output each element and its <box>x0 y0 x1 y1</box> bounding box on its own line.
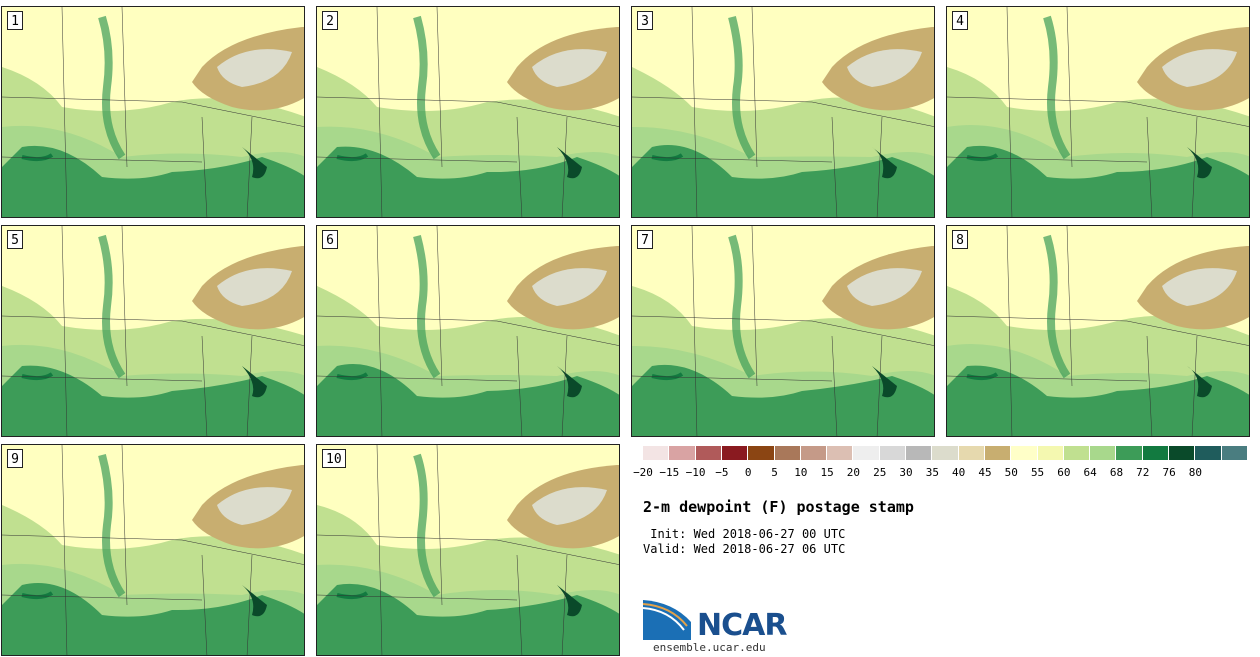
map-panel-10: 10 <box>316 444 620 656</box>
panel-number: 2 <box>322 11 338 30</box>
colorbar-label: 50 <box>1004 466 1018 479</box>
colorbar-segment <box>879 446 907 460</box>
map-panel-3: 3 <box>631 6 935 218</box>
colorbar-segment <box>1063 446 1091 460</box>
colorbar-segment <box>695 446 722 460</box>
colorbar-segment <box>669 446 696 460</box>
colorbar-segment <box>1116 446 1143 460</box>
map-panel-1: 1 <box>1 6 305 218</box>
colorbar-label: −20 <box>633 466 653 479</box>
colorbar-segment <box>774 446 801 460</box>
colorbar-segment <box>958 446 985 460</box>
map-panel-7: 7 <box>631 225 935 437</box>
colorbar-label: 60 <box>1057 466 1071 479</box>
colorbar-label: 45 <box>978 466 992 479</box>
colorbar-label: 15 <box>820 466 834 479</box>
colorbar-segment <box>906 446 933 460</box>
panel-number: 4 <box>952 11 968 30</box>
valid-time: Valid: Wed 2018-06-27 06 UTC <box>643 542 846 556</box>
map-panel-9: 9 <box>1 444 305 656</box>
colorbar-label: −5 <box>715 466 729 479</box>
colorbar-segment <box>1011 446 1038 460</box>
panel-number: 1 <box>7 11 23 30</box>
colorbar-label: 0 <box>744 466 752 479</box>
colorbar-label: −15 <box>659 466 680 479</box>
ncar-logo-icon <box>643 600 691 640</box>
colorbar-segment <box>984 446 1012 460</box>
map-panel-8: 8 <box>946 225 1250 437</box>
panel-number: 9 <box>7 449 23 468</box>
colorbar-segment <box>748 446 775 460</box>
map-panel-5: 5 <box>1 225 305 437</box>
colorbar-label: 35 <box>925 466 939 479</box>
colorbar-segment <box>721 446 749 460</box>
ncar-logo-text: NCAR <box>697 608 787 643</box>
colorbar-label: 64 <box>1083 466 1097 479</box>
colorbar-label: 72 <box>1136 466 1150 479</box>
colorbar-segment <box>800 446 828 460</box>
init-time: Init: Wed 2018-06-27 00 UTC <box>643 527 846 541</box>
map-panel-2: 2 <box>316 6 620 218</box>
panel-number: 5 <box>7 230 23 249</box>
colorbar-label: 25 <box>873 466 887 479</box>
colorbar-segment <box>932 446 959 460</box>
colorbar-label: 55 <box>1030 466 1045 479</box>
logo-url: ensemble.ucar.edu <box>653 641 766 654</box>
colorbar-label: 40 <box>952 466 966 479</box>
colorbar-label: 80 <box>1188 466 1203 479</box>
colorbar-segment <box>1090 446 1117 460</box>
colorbar-segment <box>1037 446 1064 460</box>
panel-number: 8 <box>952 230 968 249</box>
colorbar-label: 30 <box>899 466 913 479</box>
colorbar-label: 20 <box>846 466 861 479</box>
colorbar-label: −10 <box>685 466 706 479</box>
colorbar-label: 5 <box>771 466 778 479</box>
colorbar <box>643 446 1248 460</box>
map-panel-6: 6 <box>316 225 620 437</box>
colorbar-segment <box>1221 446 1248 460</box>
colorbar-segment <box>1142 446 1170 460</box>
colorbar-label: 68 <box>1109 466 1124 479</box>
map-title: 2-m dewpoint (F) postage stamp <box>643 498 914 516</box>
panel-number: 7 <box>637 230 653 249</box>
colorbar-segment <box>643 446 670 460</box>
panel-number: 3 <box>637 11 653 30</box>
colorbar-label: 10 <box>794 466 808 479</box>
colorbar-segment <box>1195 446 1222 460</box>
colorbar-segment <box>827 446 854 460</box>
colorbar-label: 76 <box>1162 466 1176 479</box>
colorbar-segment <box>1169 446 1196 460</box>
panel-number: 10 <box>322 449 346 468</box>
colorbar-segment <box>853 446 880 460</box>
panel-number: 6 <box>322 230 338 249</box>
map-panel-4: 4 <box>946 6 1250 218</box>
